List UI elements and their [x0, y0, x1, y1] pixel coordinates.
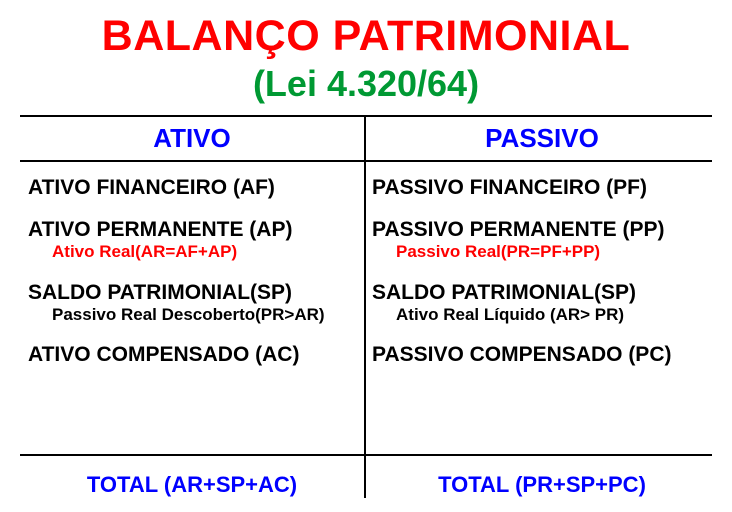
row-main: ATIVO COMPENSADO (AC) [28, 343, 364, 367]
row-main: ATIVO PERMANENTE (AP) [28, 218, 364, 242]
table-row: PASSIVO FINANCEIRO (PF) [372, 176, 712, 200]
column-header-ativo: ATIVO [20, 117, 364, 162]
row-sub: Ativo Real(AR=AF+AP) [28, 242, 364, 262]
table-row: ATIVO PERMANENTE (AP)Ativo Real(AR=AF+AP… [28, 218, 364, 263]
row-sub: Passivo Real Descoberto(PR>AR) [28, 305, 364, 325]
total-ativo: TOTAL (AR+SP+AC) [20, 456, 364, 498]
row-sub: Passivo Real(PR=PF+PP) [372, 242, 712, 262]
page-subtitle: (Lei 4.320/64) [20, 63, 712, 105]
row-main: PASSIVO COMPENSADO (PC) [372, 343, 712, 367]
column-header-passivo: PASSIVO [366, 117, 712, 162]
row-sub: Ativo Real Líquido (AR> PR) [372, 305, 712, 325]
row-main: SALDO PATRIMONIAL(SP) [372, 281, 712, 305]
balance-table: ATIVO ATIVO FINANCEIRO (AF) ATIVO PERMANE… [20, 115, 712, 498]
table-row: ATIVO COMPENSADO (AC) [28, 343, 364, 367]
page-title: BALANÇO PATRIMONIAL [20, 12, 712, 61]
column-body-passivo: PASSIVO FINANCEIRO (PF) PASSIVO PERMANENT… [366, 162, 712, 456]
column-ativo: ATIVO ATIVO FINANCEIRO (AF) ATIVO PERMANE… [20, 117, 366, 498]
row-main: PASSIVO PERMANENTE (PP) [372, 218, 712, 242]
column-body-ativo: ATIVO FINANCEIRO (AF) ATIVO PERMANENTE (A… [20, 162, 364, 456]
column-passivo: PASSIVO PASSIVO FINANCEIRO (PF) PASSIVO P… [366, 117, 712, 498]
row-main: ATIVO FINANCEIRO (AF) [28, 176, 364, 200]
total-passivo: TOTAL (PR+SP+PC) [366, 456, 712, 498]
table-row: ATIVO FINANCEIRO (AF) [28, 176, 364, 200]
table-row: PASSIVO COMPENSADO (PC) [372, 343, 712, 367]
table-row: PASSIVO PERMANENTE (PP)Passivo Real(PR=P… [372, 218, 712, 263]
row-main: SALDO PATRIMONIAL(SP) [28, 281, 364, 305]
table-row: SALDO PATRIMONIAL(SP)Ativo Real Líquido … [372, 281, 712, 326]
row-main: PASSIVO FINANCEIRO (PF) [372, 176, 712, 200]
table-row: SALDO PATRIMONIAL(SP)Passivo Real Descob… [28, 281, 364, 326]
